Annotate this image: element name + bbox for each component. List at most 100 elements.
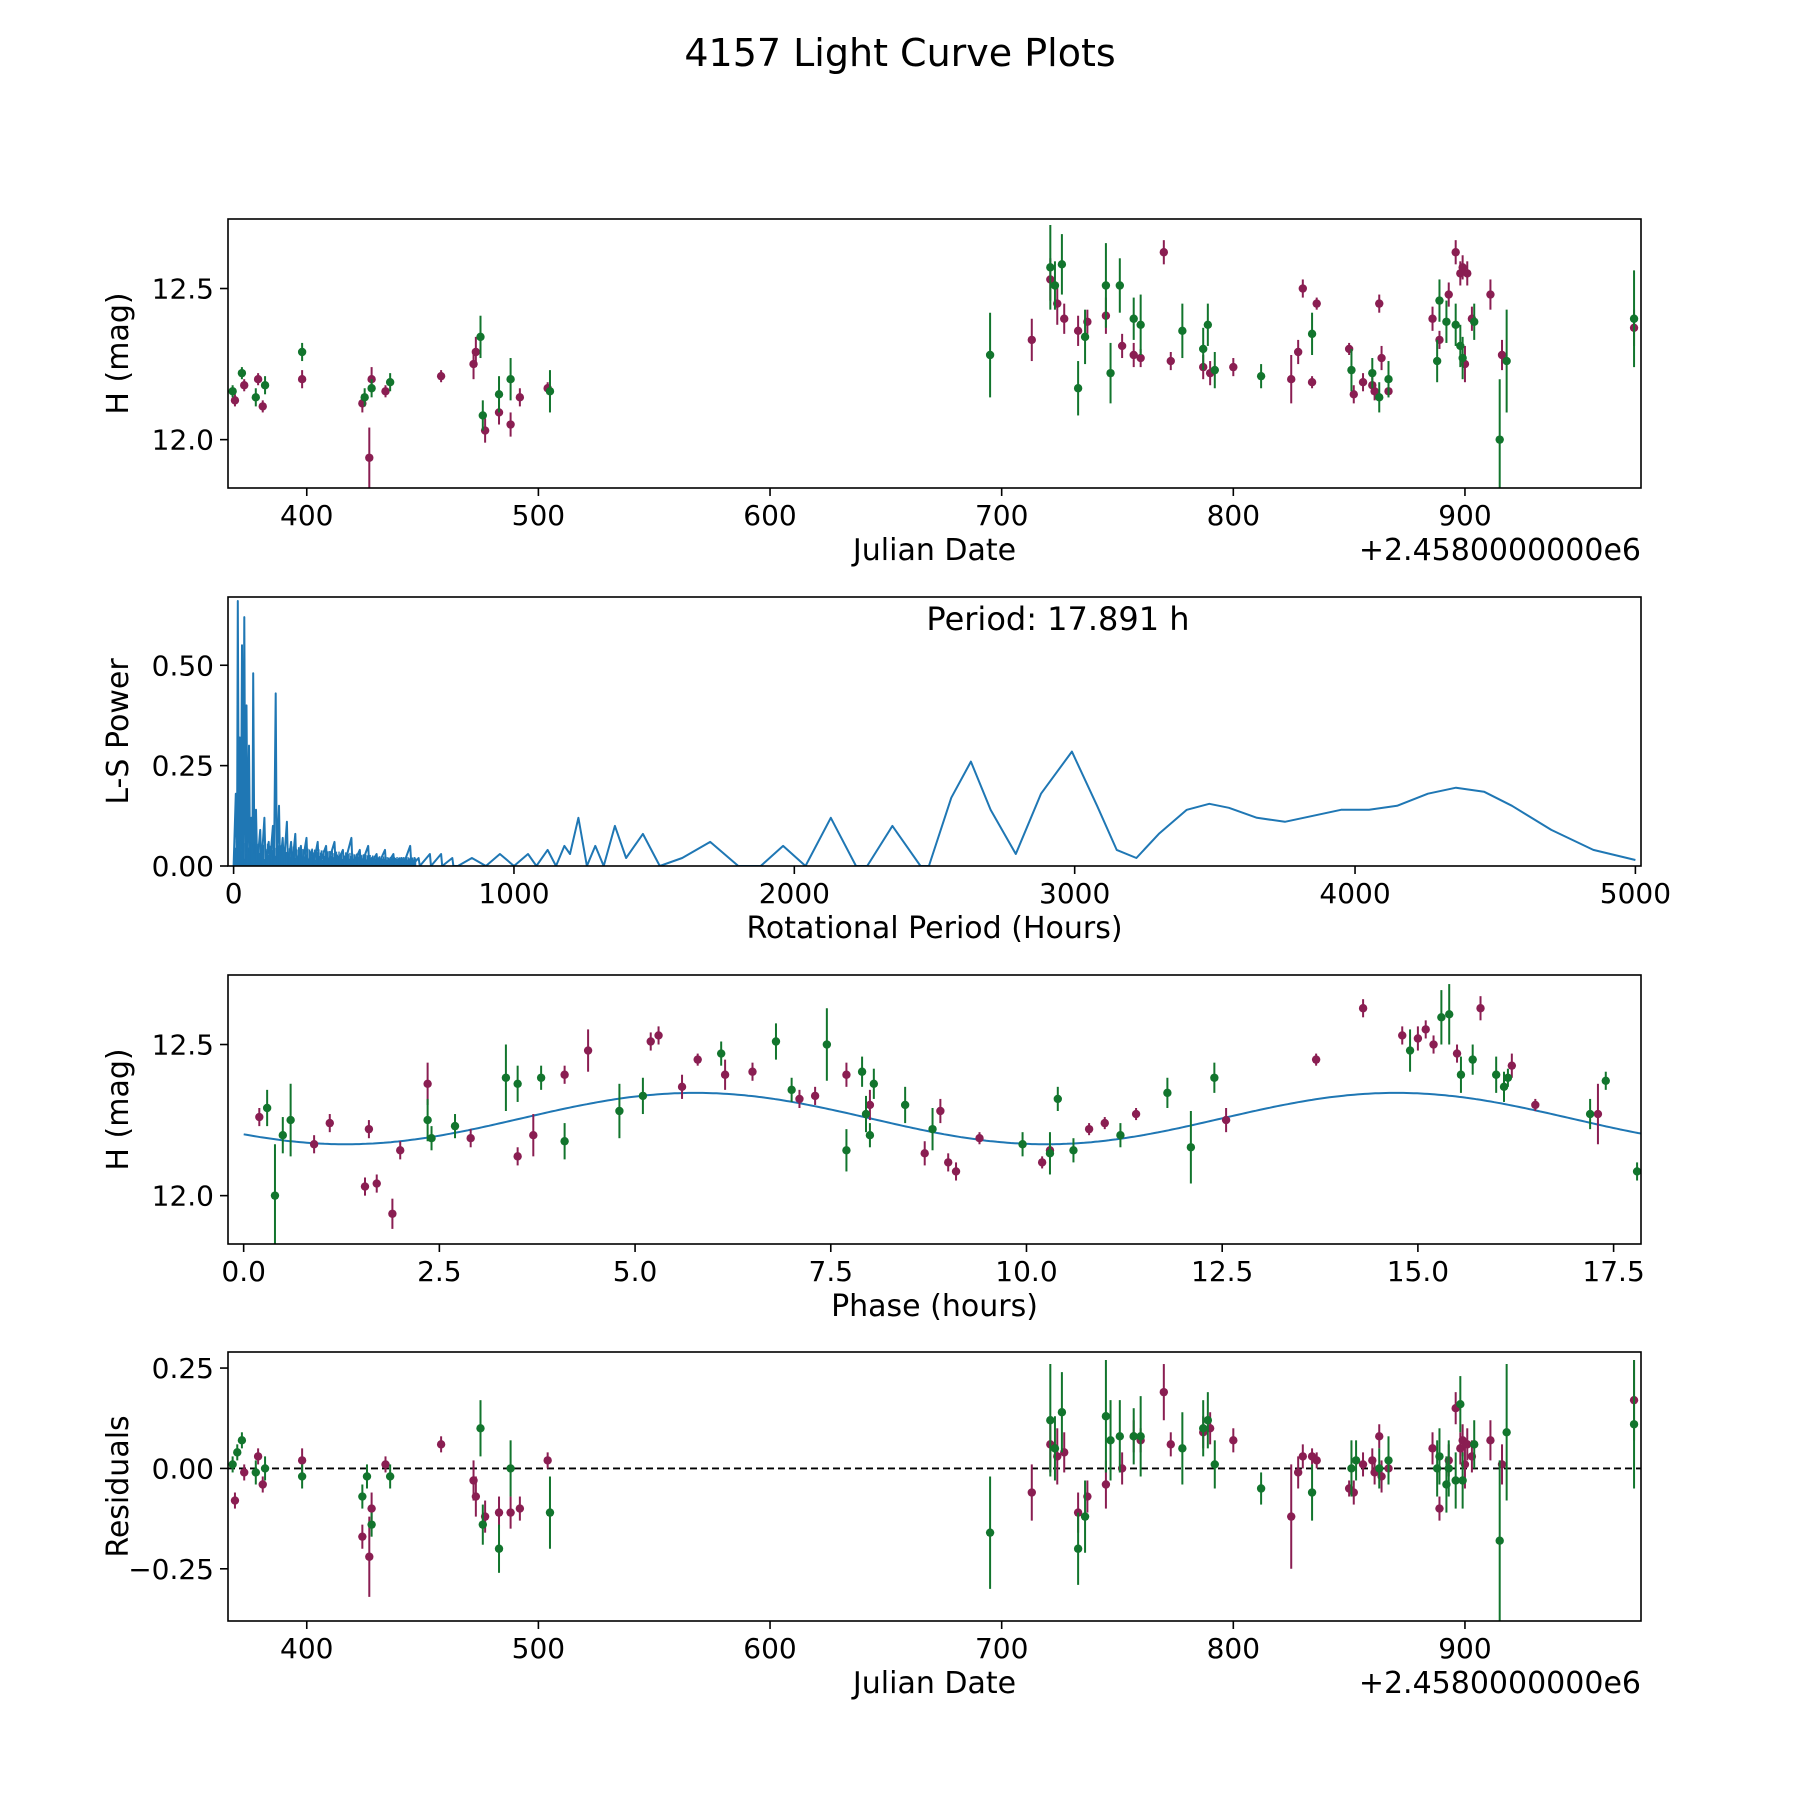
x-tick-label: 5000	[1600, 877, 1671, 910]
data-point	[1531, 1100, 1540, 1110]
data-point	[1429, 1040, 1438, 1049]
data-point	[1045, 1149, 1055, 1158]
data-point	[1129, 314, 1138, 323]
x-tick-label: 600	[743, 1632, 796, 1665]
data-point	[693, 1055, 702, 1064]
x-tick-label: 2.5	[417, 1255, 462, 1288]
data-point	[1307, 1488, 1317, 1497]
y-tick-label: 0.50	[152, 649, 214, 682]
data-point	[842, 1146, 851, 1155]
data-point	[1199, 344, 1208, 354]
data-point	[253, 1452, 263, 1461]
data-point	[1166, 356, 1175, 366]
data-point	[385, 1472, 395, 1481]
data-point	[1428, 1444, 1437, 1453]
data-point	[1101, 281, 1111, 290]
data-point	[1442, 317, 1451, 326]
data-point	[1199, 1424, 1208, 1433]
data-point	[1435, 296, 1444, 305]
data-point	[1018, 1140, 1027, 1149]
data-point	[1405, 1046, 1415, 1055]
data-point	[560, 1070, 569, 1079]
y-tick-label: 12.5	[152, 273, 214, 306]
data-point	[1256, 371, 1266, 381]
x-tick-label: 0.0	[221, 1255, 266, 1288]
data-point	[1458, 263, 1467, 272]
data-point	[396, 1146, 405, 1155]
data-point	[427, 1134, 436, 1143]
data-point	[1358, 378, 1368, 387]
data-point	[230, 1496, 240, 1505]
x-tick-label: 4000	[1319, 877, 1390, 910]
data-point	[975, 1134, 984, 1143]
data-point	[1507, 1061, 1517, 1070]
data-point	[494, 1508, 504, 1517]
data-point	[230, 396, 240, 405]
period-annotation: Period: 17.891 h	[926, 600, 1189, 638]
data-point	[529, 1130, 538, 1140]
data-point	[1486, 1436, 1495, 1445]
data-point	[615, 1106, 624, 1116]
data-point	[1368, 368, 1377, 378]
data-point	[513, 1152, 522, 1161]
data-point	[1384, 374, 1393, 384]
data-point	[1106, 368, 1115, 378]
lightcurve-plot-area	[228, 225, 1639, 488]
data-point	[1458, 1476, 1467, 1485]
data-point	[1307, 329, 1317, 339]
data-point	[1210, 1460, 1219, 1469]
x-tick-label: 800	[1207, 499, 1260, 532]
data-point	[1312, 299, 1321, 308]
x-tick-label: 10.0	[995, 1255, 1057, 1288]
data-point	[1159, 248, 1169, 257]
data-point	[1503, 1073, 1513, 1082]
data-point	[262, 1103, 272, 1113]
model-fit-curve	[243, 1091, 1641, 1146]
data-point	[251, 393, 260, 402]
residuals-plot-area	[228, 1360, 1641, 1621]
data-point	[1117, 341, 1127, 351]
plot-panels: 400 500 600 700 800 900 12.0 12.5 Julian Date H (…	[101, 218, 1671, 1701]
y-tick-label: −0.25	[128, 1553, 214, 1586]
data-point	[1413, 1034, 1423, 1043]
periodogram-axes-frame	[227, 596, 1642, 867]
data-point	[513, 1079, 522, 1089]
data-point	[638, 1091, 648, 1101]
data-point	[1027, 1488, 1036, 1497]
data-point	[1458, 353, 1467, 363]
data-point	[367, 384, 376, 393]
data-point	[260, 1464, 270, 1473]
data-point	[367, 1504, 376, 1513]
data-point	[1451, 320, 1460, 329]
lightcurve-panel: 400 500 600 700 800 900 12.0 12.5 Julian Date H (…	[101, 218, 1642, 568]
data-point	[381, 1460, 390, 1469]
data-point	[228, 1460, 237, 1469]
data-point	[654, 1031, 663, 1040]
data-point	[423, 1115, 432, 1125]
data-point	[1080, 332, 1090, 342]
data-point	[506, 420, 515, 429]
data-point	[297, 347, 307, 357]
data-point	[720, 1070, 730, 1079]
data-point	[1311, 1055, 1321, 1064]
data-point	[810, 1091, 820, 1101]
y-tick-label: 12.0	[152, 424, 214, 457]
data-point	[865, 1130, 875, 1140]
data-point	[476, 1424, 485, 1433]
data-point	[985, 1528, 995, 1537]
data-point	[920, 1149, 929, 1158]
data-point	[494, 390, 504, 399]
data-point	[325, 1118, 334, 1128]
phased-panel: 0.0 2.5 5.0 7.5 10.0 12.5 15.0 17.5 12.0 12.5 Phas…	[101, 974, 1645, 1324]
data-point	[716, 1049, 726, 1058]
data-point	[476, 332, 485, 342]
data-point	[1080, 1512, 1090, 1521]
data-point	[1476, 1004, 1485, 1013]
data-point	[365, 453, 374, 462]
data-point	[233, 1448, 242, 1457]
data-point	[450, 1121, 460, 1131]
data-point	[787, 1085, 796, 1095]
x-axis-offset-label: +2.4580000000e6	[1359, 533, 1641, 568]
data-point	[795, 1094, 804, 1104]
data-point	[501, 1073, 511, 1082]
